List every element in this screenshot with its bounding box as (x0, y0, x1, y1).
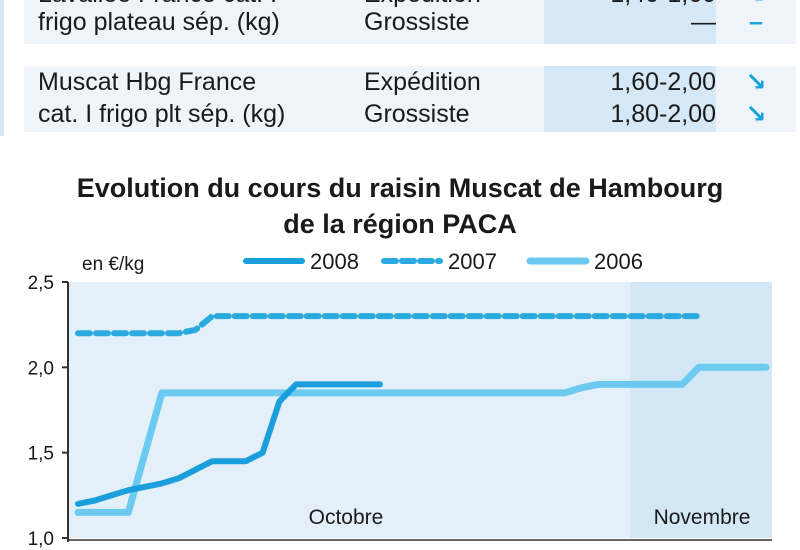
stade-line1: Expédition (364, 0, 481, 11)
stade-line2: Grossiste (364, 100, 470, 128)
chart-title-line1: Evolution du cours du raisin Muscat de H… (76, 173, 724, 203)
november-shade (630, 282, 772, 538)
price-column-shade (544, 66, 716, 132)
trend-down-icon: ↘ (745, 100, 767, 128)
legend-label-2006: 2006 (594, 249, 643, 274)
y-axis-label: en €/kg (82, 254, 144, 275)
price-line2: — (691, 8, 716, 36)
table-row: Lavallée France cat. I frigo plateau sép… (24, 0, 796, 44)
price-column-shade (544, 0, 716, 44)
series-line-2006 (74, 363, 770, 516)
price-table: Lavallée France cat. I frigo plateau sép… (0, 0, 800, 136)
chart-title: Evolution du cours du raisin Muscat de H… (0, 170, 800, 242)
trend-down-icon: ↘ (745, 68, 767, 96)
series-line-2008 (75, 381, 383, 507)
chart-title-line2: de la région PACA (283, 209, 517, 239)
product-name-line2: cat. I frigo plt sép. (kg) (38, 100, 286, 128)
table-left-border (0, 0, 4, 136)
product-name-line2: frigo plateau sép. (kg) (38, 8, 280, 36)
y-tick-label: 2,0 (28, 358, 54, 379)
x-month-label: Novembre (654, 506, 751, 529)
stade-line1: Expédition (364, 68, 481, 96)
x-month-label: Octobre (309, 506, 384, 529)
trend-down-icon: ↘ (736, 0, 776, 11)
price-line1: 1,40-1,60 (572, 0, 716, 11)
product-name-line1: Lavallée France cat. I (38, 0, 277, 11)
product-name-line1: Muscat Hbg France (38, 68, 257, 96)
series-line-2007 (75, 313, 702, 337)
y-tick-label: 2,5 (28, 273, 54, 294)
trend-flat-icon: – (749, 8, 763, 36)
stade-line2: Grossiste (364, 8, 470, 36)
table-row: Muscat Hbg France cat. I frigo plt sép. … (24, 66, 796, 132)
y-tick-label: 1,5 (28, 444, 54, 465)
y-tick-label: 1,0 (28, 529, 54, 550)
price-line1: 1,60-2,00 (610, 68, 716, 96)
legend-label-2008: 2008 (310, 249, 359, 274)
price-line2: 1,80-2,00 (610, 100, 716, 128)
legend-label-2007: 2007 (448, 249, 497, 274)
